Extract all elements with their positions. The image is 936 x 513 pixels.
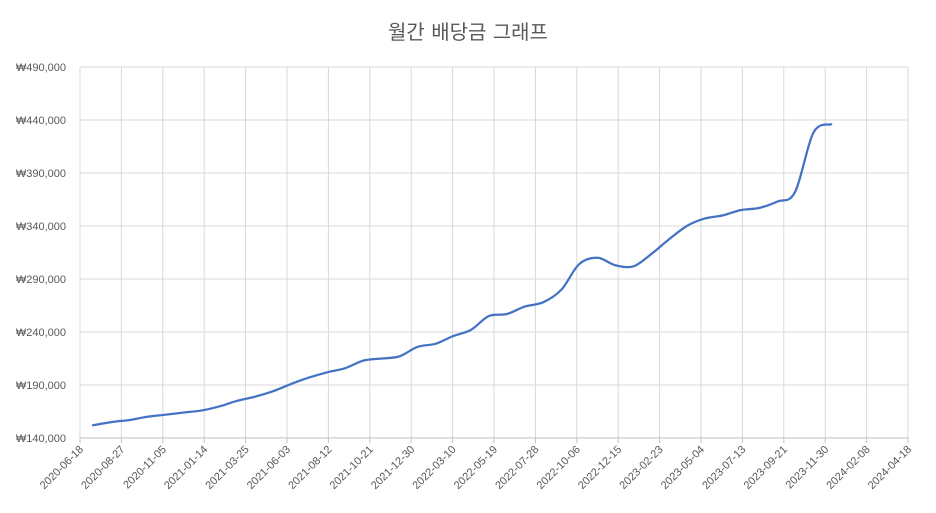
x-tick-label: 2022-05-19 <box>452 444 500 492</box>
x-tick-label: 2021-08-12 <box>286 444 334 492</box>
x-tick-label: 2023-09-21 <box>742 444 790 492</box>
x-tick-label: 2020-06-18 <box>38 444 86 492</box>
y-tick-label: ₩240,000 <box>16 327 66 339</box>
x-tick-label: 2021-10-21 <box>328 444 376 492</box>
x-axis-tick-labels: 2020-06-182020-08-272020-11-052021-01-14… <box>38 444 914 492</box>
x-tick-label: 2021-01-14 <box>162 444 210 492</box>
y-tick-label: ₩340,000 <box>16 221 66 233</box>
x-tick-label: 2023-07-13 <box>700 444 748 492</box>
x-tick-label: 2022-03-10 <box>410 444 458 492</box>
y-axis-tick-labels: ₩140,000 ₩190,000 ₩240,000 ₩290,000 ₩340,000… <box>16 62 66 445</box>
x-tick-label: 2024-02-08 <box>824 444 872 492</box>
vertical-gridlines <box>79 67 909 443</box>
x-tick-label: 2023-02-23 <box>617 444 665 492</box>
chart-title: 월간 배당금 그래프 <box>388 20 548 44</box>
x-tick-label: 2021-03-25 <box>203 444 251 492</box>
x-tick-label: 2021-12-30 <box>369 444 417 492</box>
series-line-0 <box>91 123 833 427</box>
x-tick-label: 2023-05-04 <box>659 444 707 492</box>
x-tick-label: 2021-06-03 <box>245 444 293 492</box>
series-layer <box>91 123 833 427</box>
x-tick-label: 2022-12-15 <box>576 444 624 492</box>
x-tick-label: 2022-10-06 <box>535 444 583 492</box>
horizontal-gridlines <box>80 66 908 439</box>
y-tick-label: ₩190,000 <box>16 380 66 392</box>
x-tick-label: 2022-07-28 <box>493 444 541 492</box>
y-tick-label: ₩290,000 <box>16 274 66 286</box>
x-tick-label: 2024-04-18 <box>866 444 914 492</box>
x-tick-label: 2020-08-27 <box>79 444 127 492</box>
y-tick-label: ₩440,000 <box>16 115 66 127</box>
y-tick-label: ₩490,000 <box>16 62 66 74</box>
y-tick-label: ₩390,000 <box>16 168 66 180</box>
y-tick-label: ₩140,000 <box>16 433 66 445</box>
